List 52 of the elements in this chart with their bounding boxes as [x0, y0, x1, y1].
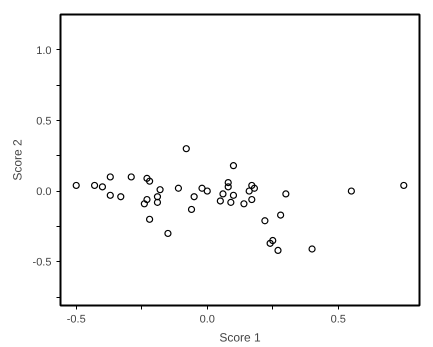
point	[174, 184, 182, 192]
point	[246, 187, 253, 195]
point	[106, 192, 114, 199]
y-axis-title: Score 2	[10, 138, 25, 181]
point	[98, 183, 106, 190]
point	[72, 182, 80, 190]
point	[248, 182, 256, 190]
y-tick-label: 1.0	[36, 44, 52, 57]
point	[204, 187, 211, 195]
point	[248, 196, 256, 204]
point	[190, 193, 198, 200]
point	[198, 184, 206, 192]
point	[224, 179, 232, 186]
point	[106, 173, 114, 181]
point	[140, 200, 148, 208]
point	[143, 196, 151, 204]
y-tick-label: 0.0	[36, 186, 52, 198]
x-tick-label: -0.5	[66, 314, 86, 326]
point	[146, 178, 154, 185]
y-tick-label: 0.5	[36, 115, 52, 128]
point	[117, 193, 124, 200]
x-tick-label: 0.0	[200, 314, 215, 326]
x-tick-label: 0.5	[330, 314, 346, 326]
point	[230, 192, 238, 199]
point	[348, 187, 355, 195]
point	[282, 190, 290, 198]
point	[269, 236, 276, 244]
point	[216, 197, 224, 205]
point	[250, 184, 258, 192]
point	[156, 186, 164, 194]
point	[266, 240, 274, 247]
point	[261, 217, 268, 224]
point	[154, 198, 162, 206]
point	[227, 198, 234, 206]
point	[240, 200, 248, 208]
y-tick-label: -0.5	[32, 256, 52, 269]
x-axis-title: Score 1	[219, 330, 262, 344]
point	[274, 246, 282, 254]
point	[400, 182, 408, 190]
point	[277, 212, 284, 219]
point	[188, 206, 196, 214]
point	[90, 182, 98, 190]
point	[224, 183, 232, 190]
point	[230, 162, 238, 170]
point	[164, 230, 172, 238]
point	[128, 173, 135, 181]
point	[154, 193, 162, 200]
point	[182, 145, 190, 152]
point	[219, 190, 227, 198]
point	[308, 245, 316, 253]
point	[143, 174, 151, 182]
point	[146, 216, 154, 223]
